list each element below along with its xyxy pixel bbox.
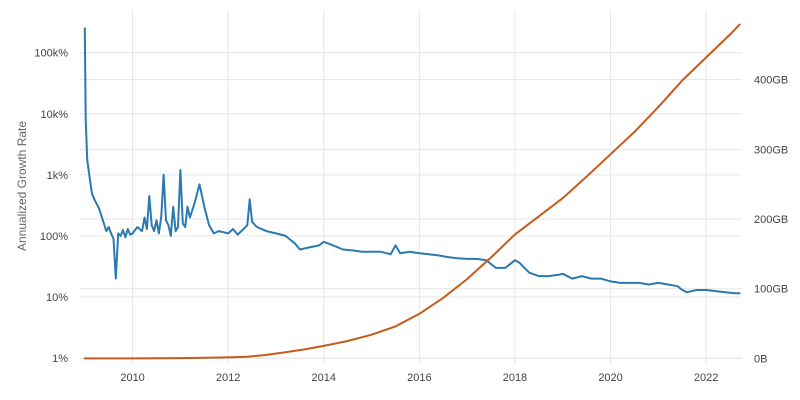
x-tick-label: 2022 <box>694 372 718 384</box>
x-tick-label: 2010 <box>120 372 144 384</box>
y-left-tick-label: 1k% <box>47 170 69 182</box>
y-left-tick-label: 100k% <box>34 48 68 60</box>
series-lines <box>83 23 741 360</box>
y-left-tick-label: 100% <box>40 231 68 243</box>
x-tick-label: 2014 <box>312 372 336 384</box>
y-right-tick-label: 100GB <box>754 284 788 296</box>
cumulative-size-series-line <box>83 23 741 360</box>
x-tick-label: 2016 <box>407 372 431 384</box>
y-right-tick-label: 0B <box>754 353 767 365</box>
x-tick-label: 2012 <box>216 372 240 384</box>
x-tick-label: 2020 <box>598 372 622 384</box>
y-left-tick-label: 1% <box>52 353 68 365</box>
x-tick-label: 2018 <box>503 372 527 384</box>
y-axis-title: Annualized Growth Rate <box>15 121 29 251</box>
y-right-tick-label: 200GB <box>754 214 788 226</box>
grid-lines <box>80 10 742 364</box>
tick-labels: 2010 2012 2014 2016 2018 2020 2022 1% 10% 100% 1k%… <box>34 48 788 384</box>
growth-rate-series-line <box>83 27 741 295</box>
y-right-tick-label: 400GB <box>754 75 788 87</box>
y-left-tick-label: 10% <box>46 292 68 304</box>
y-right-tick-label: 300GB <box>754 144 788 156</box>
y-left-tick-label: 10k% <box>40 109 68 121</box>
